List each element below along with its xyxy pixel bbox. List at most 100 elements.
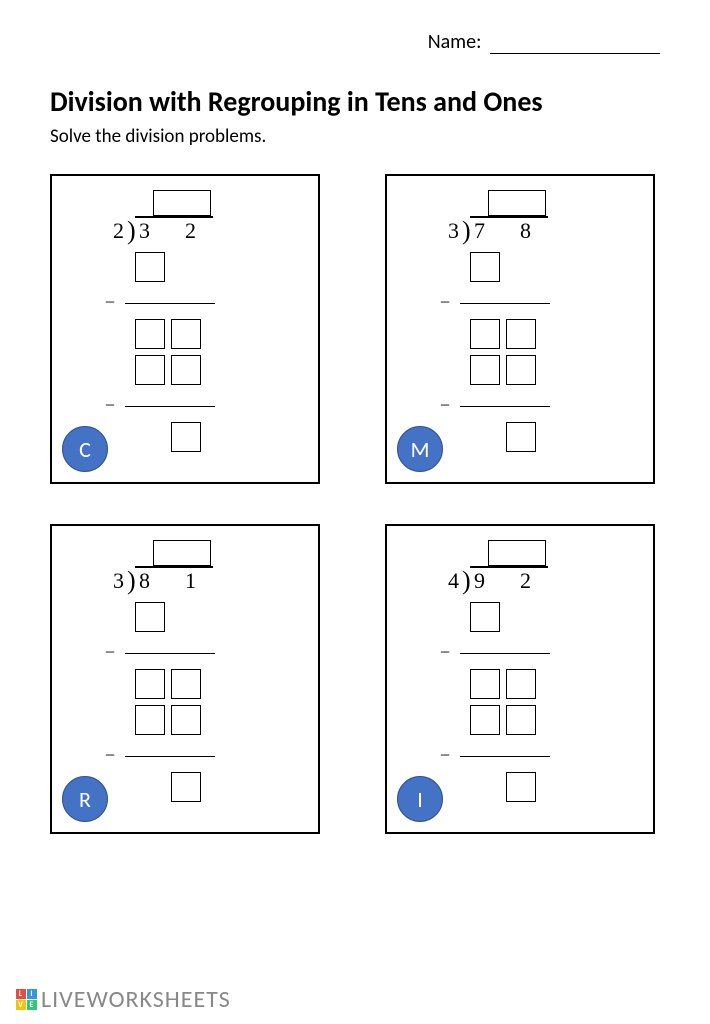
dividend-tens: 9: [474, 568, 485, 594]
footer-logo-icon: L I V E: [16, 989, 37, 1010]
answer-box[interactable]: [135, 252, 165, 282]
step-row: [506, 422, 610, 452]
answer-box[interactable]: [470, 602, 500, 632]
answer-box[interactable]: [171, 772, 201, 802]
dividend-ones: 1: [185, 568, 196, 594]
answer-box[interactable]: [171, 669, 201, 699]
answer-box[interactable]: [506, 319, 536, 349]
answer-box[interactable]: [506, 422, 536, 452]
subtraction-line: [460, 653, 550, 654]
quotient-input[interactable]: [153, 540, 211, 566]
minus-sign: −: [95, 638, 125, 663]
problem-badge: C: [62, 426, 108, 472]
answer-box[interactable]: [171, 705, 201, 735]
step-row: [135, 252, 275, 282]
answer-box[interactable]: [135, 705, 165, 735]
division-bar-row: 3 ) 7 8: [430, 218, 610, 246]
step-row: [470, 669, 610, 699]
subtraction-line: [125, 756, 215, 757]
divisor-digit: 4: [448, 568, 459, 594]
footer-brand-text: LIVEWORKSHEETS: [41, 985, 231, 1014]
divisor-digit: 3: [113, 568, 124, 594]
minus-sign: −: [430, 638, 460, 663]
division-bracket: ): [462, 216, 471, 246]
step-row: [135, 669, 275, 699]
problem-badge: R: [62, 776, 108, 822]
subtraction-line: [460, 756, 550, 757]
answer-box[interactable]: [135, 319, 165, 349]
name-input-line[interactable]: [490, 53, 660, 54]
answer-box[interactable]: [470, 252, 500, 282]
minus-row: −: [95, 741, 275, 766]
division-layout: 3 ) 7 8 − −: [430, 190, 610, 452]
minus-row: −: [430, 638, 610, 663]
subtraction-line: [125, 406, 215, 407]
division-bracket: ): [462, 566, 471, 596]
footer-brand: L I V E LIVEWORKSHEETS: [16, 985, 231, 1014]
minus-sign: −: [430, 391, 460, 416]
answer-box[interactable]: [506, 772, 536, 802]
division-layout: 4 ) 9 2 − −: [430, 540, 610, 802]
minus-row: −: [430, 741, 610, 766]
answer-box[interactable]: [506, 355, 536, 385]
division-bracket: ): [127, 566, 136, 596]
dividend-tens: 7: [474, 218, 485, 244]
minus-row: −: [95, 638, 275, 663]
answer-box[interactable]: [470, 669, 500, 699]
step-row: [506, 772, 610, 802]
name-label: Name:: [428, 30, 482, 54]
divisor-digit: 3: [448, 218, 459, 244]
problem-box: 4 ) 9 2 − −: [385, 524, 655, 834]
answer-box[interactable]: [506, 705, 536, 735]
badge-letter: R: [79, 786, 91, 813]
answer-box[interactable]: [171, 319, 201, 349]
step-row: [135, 705, 275, 735]
minus-sign: −: [95, 741, 125, 766]
answer-box[interactable]: [506, 669, 536, 699]
problem-box: 3 ) 7 8 − −: [385, 174, 655, 484]
step-row: [470, 705, 610, 735]
step-row: [171, 772, 275, 802]
dividend-tens: 3: [139, 218, 150, 244]
division-layout: 2 ) 3 2 − −: [95, 190, 275, 452]
subtraction-line: [460, 406, 550, 407]
answer-box[interactable]: [470, 319, 500, 349]
answer-box[interactable]: [171, 422, 201, 452]
answer-box[interactable]: [470, 355, 500, 385]
quotient-input[interactable]: [488, 190, 546, 216]
minus-sign: −: [95, 391, 125, 416]
badge-letter: M: [411, 436, 430, 463]
division-layout: 3 ) 8 1 − −: [95, 540, 275, 802]
minus-row: −: [430, 288, 610, 313]
step-row: [135, 319, 275, 349]
minus-row: −: [95, 391, 275, 416]
quotient-input[interactable]: [488, 540, 546, 566]
answer-box[interactable]: [470, 705, 500, 735]
minus-row: −: [430, 391, 610, 416]
minus-sign: −: [430, 741, 460, 766]
problem-box: 2 ) 3 2 − −: [50, 174, 320, 484]
step-row: [135, 602, 275, 632]
badge-letter: I: [417, 786, 423, 813]
instructions-text: Solve the division problems.: [50, 125, 660, 148]
quotient-input[interactable]: [153, 190, 211, 216]
divisor-digit: 2: [113, 218, 124, 244]
dividend-ones: 2: [185, 218, 196, 244]
problems-grid: 2 ) 3 2 − −: [50, 174, 660, 834]
division-bar-row: 4 ) 9 2: [430, 568, 610, 596]
division-bracket: ): [127, 216, 136, 246]
step-row: [470, 602, 610, 632]
answer-box[interactable]: [135, 602, 165, 632]
dividend-ones: 2: [520, 568, 531, 594]
answer-box[interactable]: [135, 669, 165, 699]
dividend-tens: 8: [139, 568, 150, 594]
answer-box[interactable]: [135, 355, 165, 385]
step-row: [470, 355, 610, 385]
answer-box[interactable]: [171, 355, 201, 385]
subtraction-line: [125, 653, 215, 654]
step-row: [135, 355, 275, 385]
page-title: Division with Regrouping in Tens and One…: [50, 84, 660, 119]
division-bar-row: 2 ) 3 2: [95, 218, 275, 246]
minus-sign: −: [95, 288, 125, 313]
step-row: [470, 319, 610, 349]
